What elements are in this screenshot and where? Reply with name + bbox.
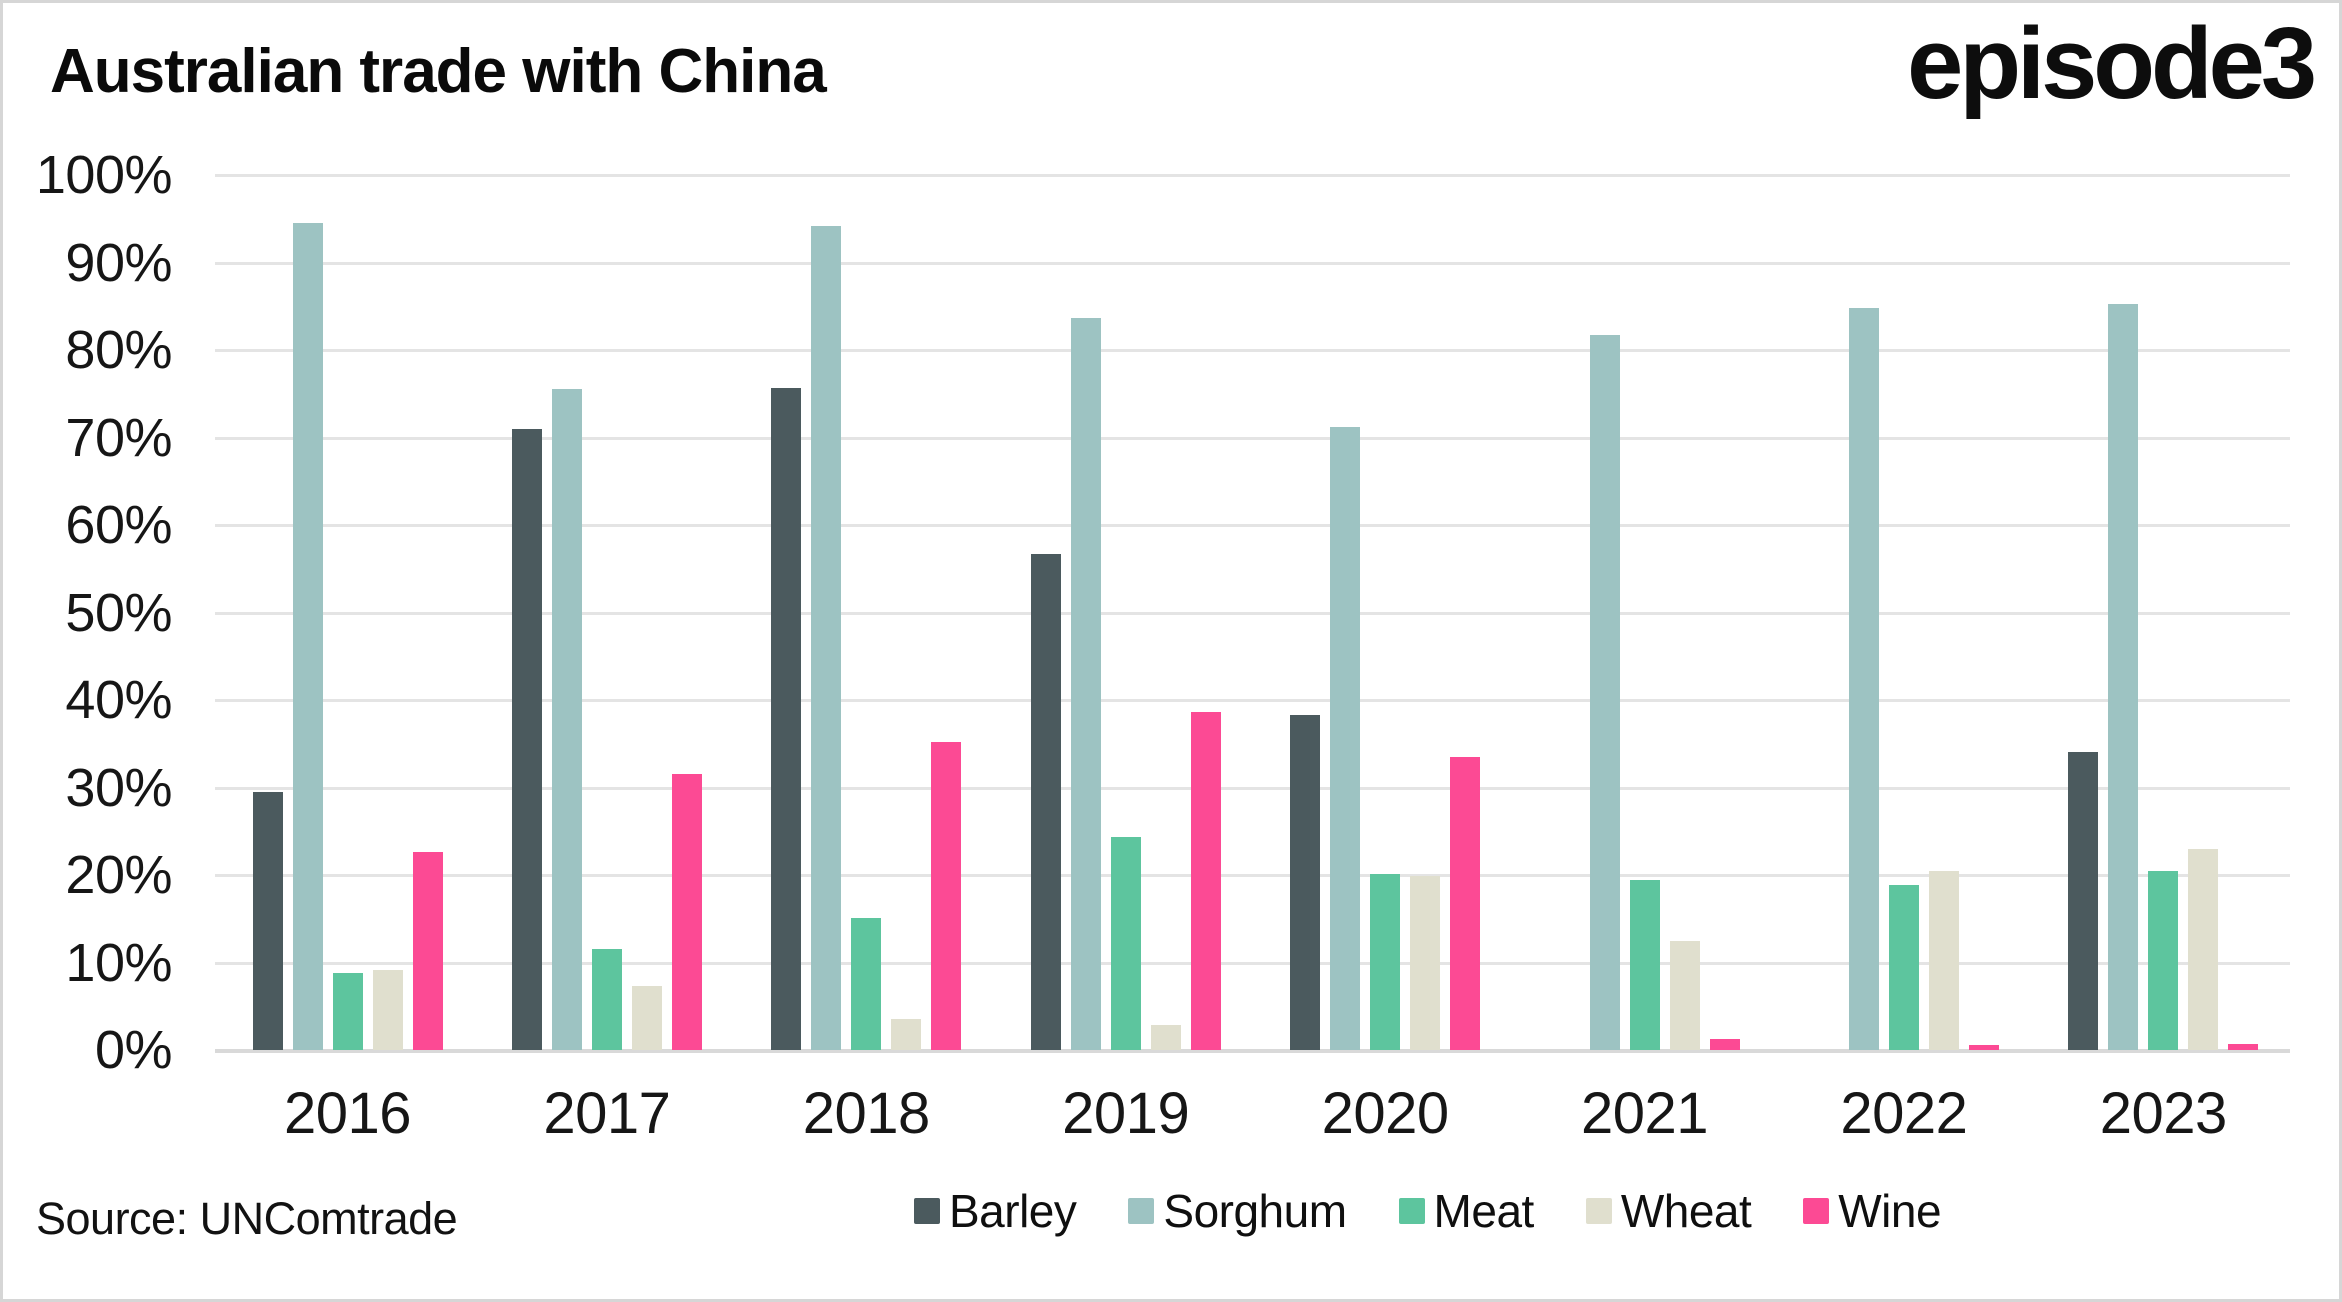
gridline bbox=[215, 874, 2290, 877]
bar-wheat-2022 bbox=[1928, 871, 1959, 1050]
legend-item-wheat: Wheat bbox=[1585, 1185, 1752, 1237]
x-axis-baseline bbox=[215, 1049, 2290, 1053]
bar-wheat-2019 bbox=[1150, 1025, 1181, 1050]
legend-item-barley: Barley bbox=[914, 1185, 1077, 1237]
y-tick-label: 70% bbox=[65, 407, 172, 468]
y-tick-label: 40% bbox=[65, 670, 172, 730]
x-tick-label-2019: 2019 bbox=[1062, 1081, 1190, 1146]
source-note: Source: UNComtrade bbox=[36, 1193, 458, 1244]
bar-meat-2020 bbox=[1370, 874, 1401, 1050]
legend-label-wine: Wine bbox=[1838, 1185, 1942, 1237]
gridline bbox=[215, 611, 2290, 615]
bar-wine-2019 bbox=[1190, 712, 1221, 1050]
legend-item-meat: Meat bbox=[1398, 1185, 1535, 1237]
bar-meat-2017 bbox=[591, 949, 622, 1050]
bar-wheat-2018 bbox=[891, 1019, 922, 1050]
bar-sorghum-2019 bbox=[1070, 318, 1101, 1050]
x-tick-label-2020: 2020 bbox=[1321, 1081, 1450, 1146]
bar-wheat-2021 bbox=[1669, 941, 1700, 1050]
bar-wheat-2020 bbox=[1410, 876, 1441, 1050]
bar-meat-2019 bbox=[1110, 837, 1141, 1050]
legend-label-sorghum: Sorghum bbox=[1163, 1185, 1347, 1237]
bar-wine-2023 bbox=[2228, 1044, 2259, 1050]
bar-sorghum-2016 bbox=[292, 223, 323, 1050]
y-tick-label: 50% bbox=[65, 582, 172, 643]
legend-label-meat: Meat bbox=[1433, 1185, 1535, 1237]
bar-wine-2017 bbox=[671, 774, 702, 1050]
legend-label-barley: Barley bbox=[949, 1185, 1077, 1237]
gridline bbox=[215, 174, 2290, 177]
bar-wine-2018 bbox=[931, 742, 962, 1050]
y-tick-label: 100% bbox=[35, 145, 173, 205]
y-tick-label: 10% bbox=[65, 932, 172, 993]
x-tick-label-2017: 2017 bbox=[543, 1081, 671, 1146]
y-tick-label: 20% bbox=[65, 845, 172, 905]
gridline bbox=[215, 699, 2290, 702]
bar-meat-2022 bbox=[1888, 885, 1919, 1050]
bar-barley-2020 bbox=[1290, 715, 1321, 1050]
gridline bbox=[215, 261, 2290, 265]
legend-label-wheat: Wheat bbox=[1620, 1185, 1752, 1237]
legend-swatch-barley bbox=[914, 1198, 940, 1224]
bar-sorghum-2022 bbox=[1848, 308, 1879, 1050]
gridline bbox=[215, 436, 2290, 440]
legend-swatch-sorghum bbox=[1128, 1198, 1155, 1224]
legend: Barley Sorghum Meat Wheat Wine bbox=[914, 1184, 1942, 1238]
x-tick-label-2016: 2016 bbox=[283, 1081, 412, 1146]
legend-item-sorghum: Sorghum bbox=[1128, 1185, 1347, 1237]
bar-meat-2023 bbox=[2148, 871, 2179, 1050]
bar-meat-2021 bbox=[1629, 880, 1660, 1050]
episode3-logo: episode3 bbox=[1907, 8, 2317, 120]
bar-wine-2020 bbox=[1450, 757, 1481, 1050]
bar-barley-2019 bbox=[1030, 554, 1061, 1050]
bar-meat-2016 bbox=[332, 973, 363, 1050]
legend-item-wine: Wine bbox=[1803, 1185, 1942, 1237]
gridline bbox=[215, 524, 2290, 527]
y-tick-label: 0% bbox=[94, 1020, 173, 1080]
bar-wheat-2023 bbox=[2188, 849, 2219, 1050]
y-tick-label: 80% bbox=[65, 320, 172, 380]
x-tick-label-2023: 2023 bbox=[2099, 1081, 2228, 1146]
bar-wheat-2016 bbox=[372, 970, 403, 1050]
bar-barley-2016 bbox=[252, 792, 283, 1050]
x-tick-label-2018: 2018 bbox=[802, 1081, 931, 1146]
bar-barley-2018 bbox=[771, 388, 802, 1050]
y-tick-label: 30% bbox=[65, 757, 172, 818]
legend-swatch-wheat bbox=[1585, 1198, 1612, 1224]
x-tick-label-2021: 2021 bbox=[1580, 1081, 1709, 1146]
bar-sorghum-2020 bbox=[1330, 427, 1361, 1050]
gridline bbox=[215, 786, 2290, 790]
bar-sorghum-2018 bbox=[811, 226, 842, 1050]
bar-barley-2017 bbox=[511, 429, 542, 1050]
gridline bbox=[215, 961, 2290, 965]
bar-wine-2021 bbox=[1709, 1039, 1740, 1050]
bar-sorghum-2017 bbox=[551, 389, 582, 1050]
bar-sorghum-2021 bbox=[1589, 335, 1620, 1050]
y-tick-label: 60% bbox=[65, 495, 172, 555]
chart-title: Australian trade with China bbox=[50, 37, 827, 106]
bar-sorghum-2023 bbox=[2108, 304, 2139, 1050]
x-tick-label-2022: 2022 bbox=[1840, 1081, 1968, 1146]
legend-swatch-meat bbox=[1398, 1198, 1425, 1224]
bar-wheat-2017 bbox=[631, 986, 662, 1050]
bar-meat-2018 bbox=[851, 918, 882, 1050]
gridline bbox=[215, 349, 2290, 352]
bar-wine-2022 bbox=[1968, 1045, 1999, 1050]
y-tick-label: 90% bbox=[65, 232, 172, 293]
legend-swatch-wine bbox=[1803, 1198, 1830, 1224]
bar-barley-2023 bbox=[2068, 752, 2099, 1050]
bar-wine-2016 bbox=[412, 852, 443, 1050]
